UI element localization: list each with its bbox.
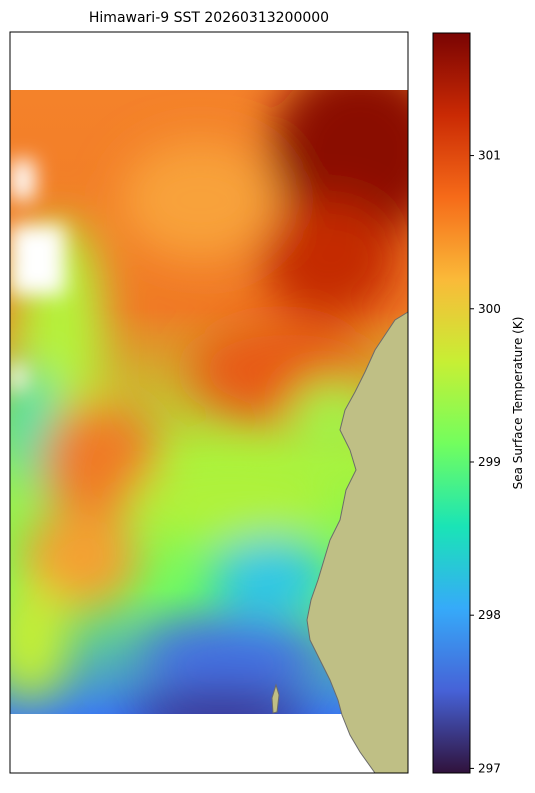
colorbar-label: Sea Surface Temperature (K)	[511, 317, 525, 490]
tick-label: 300	[478, 302, 501, 316]
tick-label: 301	[478, 149, 501, 163]
island	[271, 683, 280, 714]
land	[306, 311, 409, 774]
tick-label: 298	[478, 608, 501, 622]
colorbar	[432, 32, 471, 774]
map-frame	[9, 31, 409, 774]
sst-field	[10, 90, 408, 714]
tick-label: 297	[478, 761, 501, 775]
tick-label: 299	[478, 455, 501, 469]
map-title: Himawari-9 SST 20260313200000	[89, 10, 329, 26]
